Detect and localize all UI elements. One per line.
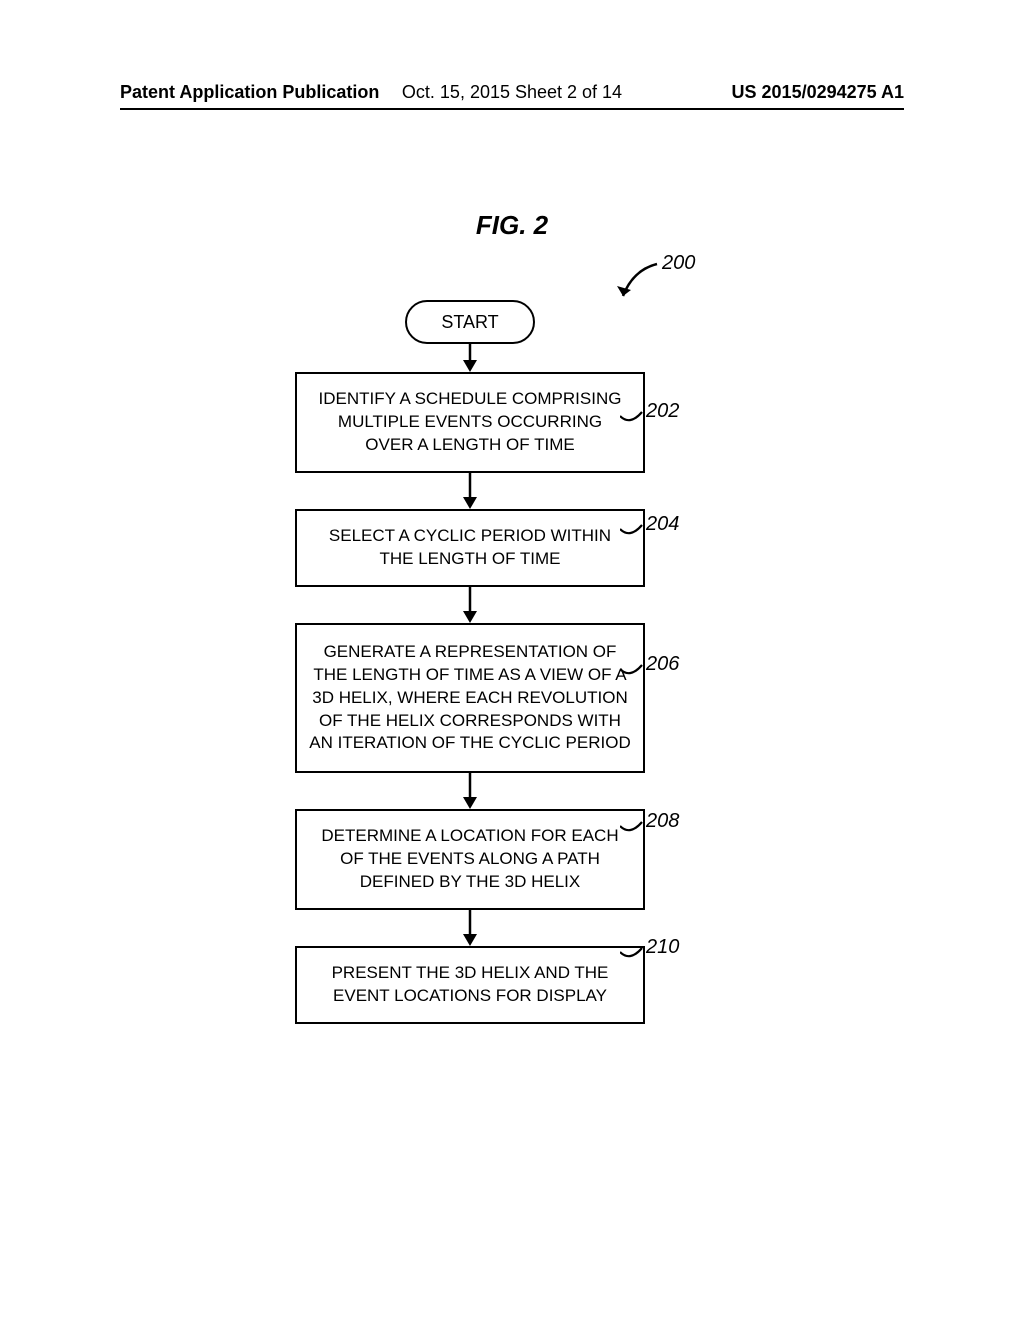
ref-tick-206 — [620, 661, 644, 679]
ref-tick-204 — [620, 521, 644, 539]
ref-label-210: 210 — [646, 936, 679, 959]
arrow-0 — [270, 344, 670, 372]
ref-label-206: 206 — [646, 653, 679, 676]
arrow-3 — [270, 773, 670, 809]
step-box-202: IDENTIFY A SCHEDULE COMPRISING MULTIPLE … — [295, 372, 645, 473]
step-box-208: DETERMINE A LOCATION FOR EACH OF THE EVE… — [295, 809, 645, 910]
header-center: Oct. 15, 2015 Sheet 2 of 14 — [402, 82, 622, 103]
page-header: Patent Application Publication Oct. 15, … — [0, 82, 1024, 103]
start-node: START — [405, 300, 535, 344]
arrow-1 — [270, 473, 670, 509]
ref-label-204: 204 — [646, 513, 679, 536]
ref-tick-210 — [620, 944, 644, 962]
step-box-204: SELECT A CYCLIC PERIOD WITHIN THE LENGTH… — [295, 509, 645, 587]
ref-label-200: 200 — [662, 252, 695, 275]
step-text-204: SELECT A CYCLIC PERIOD WITHIN THE LENGTH… — [329, 526, 611, 568]
ref-label-208: 208 — [646, 810, 679, 833]
step-text-202: IDENTIFY A SCHEDULE COMPRISING MULTIPLE … — [319, 389, 622, 454]
step-text-208: DETERMINE A LOCATION FOR EACH OF THE EVE… — [321, 826, 618, 891]
step-text-210: PRESENT THE 3D HELIX AND THE EVENT LOCAT… — [332, 963, 609, 1005]
header-right: US 2015/0294275 A1 — [732, 82, 904, 103]
header-rule — [120, 108, 904, 110]
page: Patent Application Publication Oct. 15, … — [0, 0, 1024, 1320]
arrow-2 — [270, 587, 670, 623]
step-box-210: PRESENT THE 3D HELIX AND THE EVENT LOCAT… — [295, 946, 645, 1024]
ref-label-202: 202 — [646, 400, 679, 423]
step-box-206: GENERATE A REPRESENTATION OF THE LENGTH … — [295, 623, 645, 774]
ref-tick-208 — [620, 818, 644, 836]
start-label: START — [441, 312, 498, 333]
flowchart: START IDENTIFY A SCHEDULE COMPRISING MUL… — [270, 300, 670, 1024]
figure-title: FIG. 2 — [476, 210, 548, 241]
ref-tick-202 — [620, 408, 644, 426]
step-text-206: GENERATE A REPRESENTATION OF THE LENGTH … — [309, 642, 630, 753]
header-left: Patent Application Publication — [120, 82, 379, 103]
arrow-4 — [270, 910, 670, 946]
